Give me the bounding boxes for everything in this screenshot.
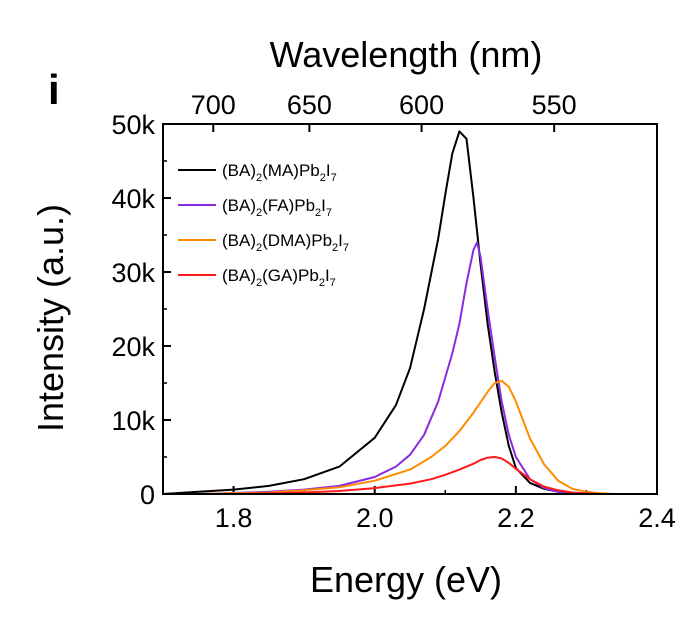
y-axis-title: Intensity (a.u.) xyxy=(30,204,71,432)
legend: (BA)2(MA)Pb2I7 (BA)2(FA)Pb2I7 (BA)2(DMA)Pb… xyxy=(178,161,349,289)
panel-label: i xyxy=(48,66,60,113)
plot-frame xyxy=(162,123,658,495)
y-tick-label: 30k xyxy=(111,258,155,288)
series-layer xyxy=(162,130,615,495)
y-tick-label: 50k xyxy=(111,110,155,140)
legend-entry-3: (BA)2(GA)Pb2I7 xyxy=(222,266,336,289)
top-tick-label: 600 xyxy=(399,90,444,120)
legend-entry-1: (BA)2(FA)Pb2I7 xyxy=(222,196,332,219)
legend-entry-0: (BA)2(MA)Pb2I7 xyxy=(222,161,337,184)
y-axis-ticks: 0 10k 20k 30k 40k 50k xyxy=(111,110,171,510)
x-axis-ticks: 1.8 2.0 2.2 2.4 xyxy=(162,486,676,533)
x-tick-label: 2.0 xyxy=(356,503,394,533)
series-line-0 xyxy=(162,130,587,495)
series-line-3 xyxy=(233,456,601,495)
y-tick-label: 20k xyxy=(111,332,155,362)
top-axis-ticks: 700 650 600 550 xyxy=(191,90,577,132)
top-tick-label: 650 xyxy=(287,90,332,120)
top-tick-label: 700 xyxy=(191,90,236,120)
x-tick-label: 1.8 xyxy=(215,503,253,533)
y-tick-label: 40k xyxy=(111,184,155,214)
x-tick-label: 2.4 xyxy=(638,503,676,533)
x-axis-title: Energy (eV) xyxy=(310,559,502,600)
series-line-2 xyxy=(198,379,615,495)
top-tick-label: 550 xyxy=(532,90,577,120)
plot-border xyxy=(162,123,658,495)
legend-entry-2: (BA)2(DMA)Pb2I7 xyxy=(222,231,349,254)
top-axis-title: Wavelength (nm) xyxy=(270,34,543,75)
y-tick-label: 10k xyxy=(111,406,155,436)
y-tick-label: 0 xyxy=(140,480,155,510)
x-tick-label: 2.2 xyxy=(497,503,535,533)
